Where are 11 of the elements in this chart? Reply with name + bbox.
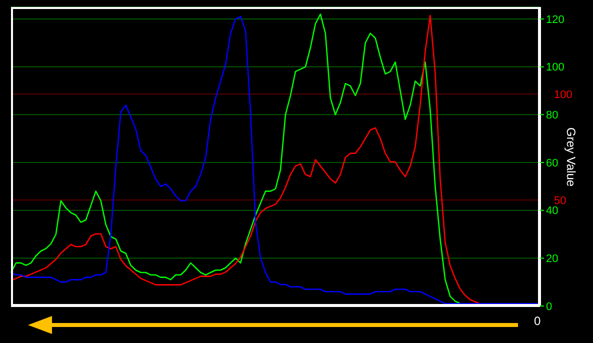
y2-axis-title: Grey Value	[564, 127, 578, 187]
y-tick-label: 100	[546, 62, 564, 74]
y-tick-label: 120	[546, 14, 564, 26]
y-tick-label: 0	[546, 300, 552, 313]
y-tick-label: 40	[546, 205, 558, 218]
y-tick-label: 20	[546, 253, 558, 266]
text: 0	[534, 314, 541, 328]
y2-tick-label: 50	[554, 194, 566, 207]
y-tick-label: 80	[546, 110, 558, 122]
y-tick-label: 60	[546, 157, 558, 170]
y2-tick-label: 100	[554, 88, 572, 101]
